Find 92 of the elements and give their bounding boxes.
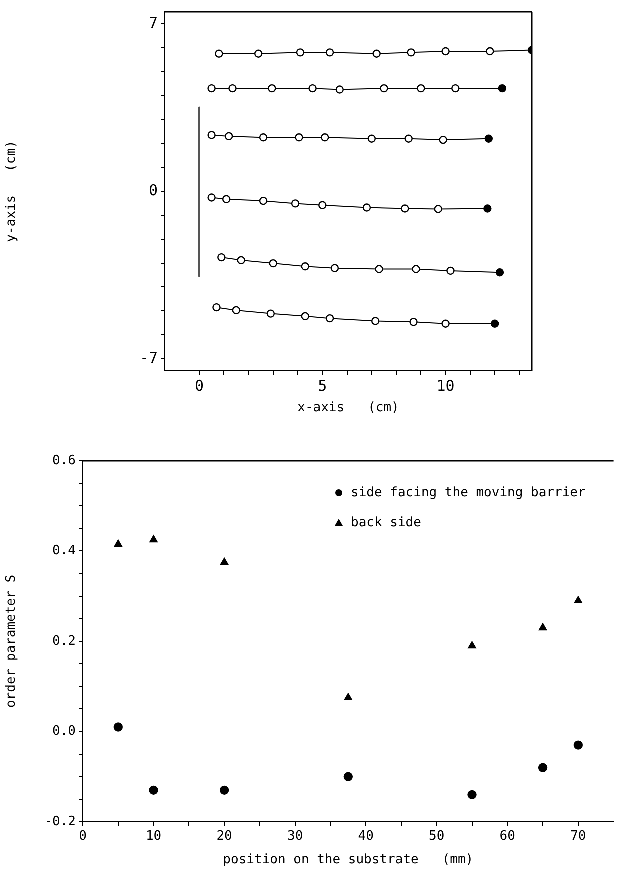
y-tick-label: 7 [148, 14, 158, 32]
point [446, 266, 455, 276]
point [269, 259, 278, 268]
point [371, 317, 380, 326]
point [442, 320, 450, 328]
point [149, 786, 158, 796]
point [114, 722, 123, 732]
point [538, 763, 548, 772]
point [412, 265, 420, 274]
point [326, 48, 334, 57]
point [372, 50, 381, 58]
point [308, 84, 317, 93]
point [452, 84, 460, 93]
point [208, 194, 216, 202]
y-axis-title: order parameter S [4, 574, 20, 708]
x-axis-title: position on the substrate (mm) [223, 852, 474, 868]
point [228, 84, 237, 93]
point [208, 84, 216, 93]
x-tick-label: 10 [146, 829, 162, 844]
point [232, 306, 241, 315]
x-tick-label: 0 [194, 376, 204, 395]
point [375, 265, 384, 274]
point [326, 314, 334, 323]
point [484, 134, 493, 143]
x-tick-label: 20 [216, 829, 232, 844]
legend-label: back side [351, 515, 422, 530]
point [336, 86, 344, 94]
point [222, 195, 231, 204]
x-tick-label: 30 [287, 829, 304, 844]
point [208, 131, 216, 140]
y-tick-label: -7 [140, 348, 158, 367]
x-tick-label: 50 [429, 829, 445, 844]
point [237, 256, 246, 265]
point [484, 204, 492, 213]
point [295, 134, 304, 142]
point [574, 596, 582, 604]
point [301, 262, 310, 271]
x-tick-label: 0 [79, 829, 87, 844]
point [344, 772, 353, 782]
y-axis-title: y-axis (cm) [4, 140, 20, 242]
point [224, 132, 234, 141]
point [114, 540, 122, 548]
point [301, 312, 310, 321]
point [410, 318, 418, 326]
point [498, 84, 507, 93]
point [220, 558, 229, 566]
point [380, 84, 388, 93]
point [417, 84, 426, 93]
y-tick-label: 0.6 [52, 453, 76, 468]
legend-label: side facing the moving barrier [351, 485, 586, 500]
point [212, 303, 221, 312]
point [215, 50, 224, 58]
point [318, 201, 327, 210]
point [486, 47, 494, 56]
y-tick-label: 0 [148, 181, 158, 200]
point [321, 134, 330, 142]
y-tick-label: 0.2 [52, 634, 76, 649]
point [538, 623, 548, 631]
point [404, 134, 413, 143]
point [468, 790, 477, 800]
point [468, 641, 476, 649]
point [266, 310, 276, 318]
point [259, 196, 268, 206]
point [490, 320, 500, 328]
point [407, 48, 416, 57]
point [368, 134, 376, 143]
x-axis-title: x-axis (cm) [298, 400, 400, 416]
y-tick-label: 0.4 [52, 544, 76, 559]
point [330, 264, 340, 272]
point [296, 48, 305, 57]
y-tick-label: -0.2 [44, 814, 76, 830]
point [574, 740, 584, 750]
x-tick-label: 60 [500, 829, 516, 844]
point [442, 47, 450, 56]
point [362, 204, 372, 212]
point [439, 136, 448, 144]
x-tick-label: 5 [318, 376, 328, 395]
x-tick-label: 10 [436, 376, 455, 395]
x-tick-label: 40 [358, 829, 374, 844]
point [268, 84, 276, 93]
x-tick-label: 70 [570, 829, 586, 844]
point [401, 204, 410, 213]
point [259, 134, 268, 142]
point [291, 200, 300, 208]
point [434, 205, 443, 214]
point [496, 268, 504, 277]
point [344, 693, 352, 701]
point [254, 50, 263, 58]
y-tick-label: 0.0 [52, 724, 76, 740]
point [218, 253, 226, 262]
point [150, 535, 158, 543]
point [220, 786, 230, 796]
